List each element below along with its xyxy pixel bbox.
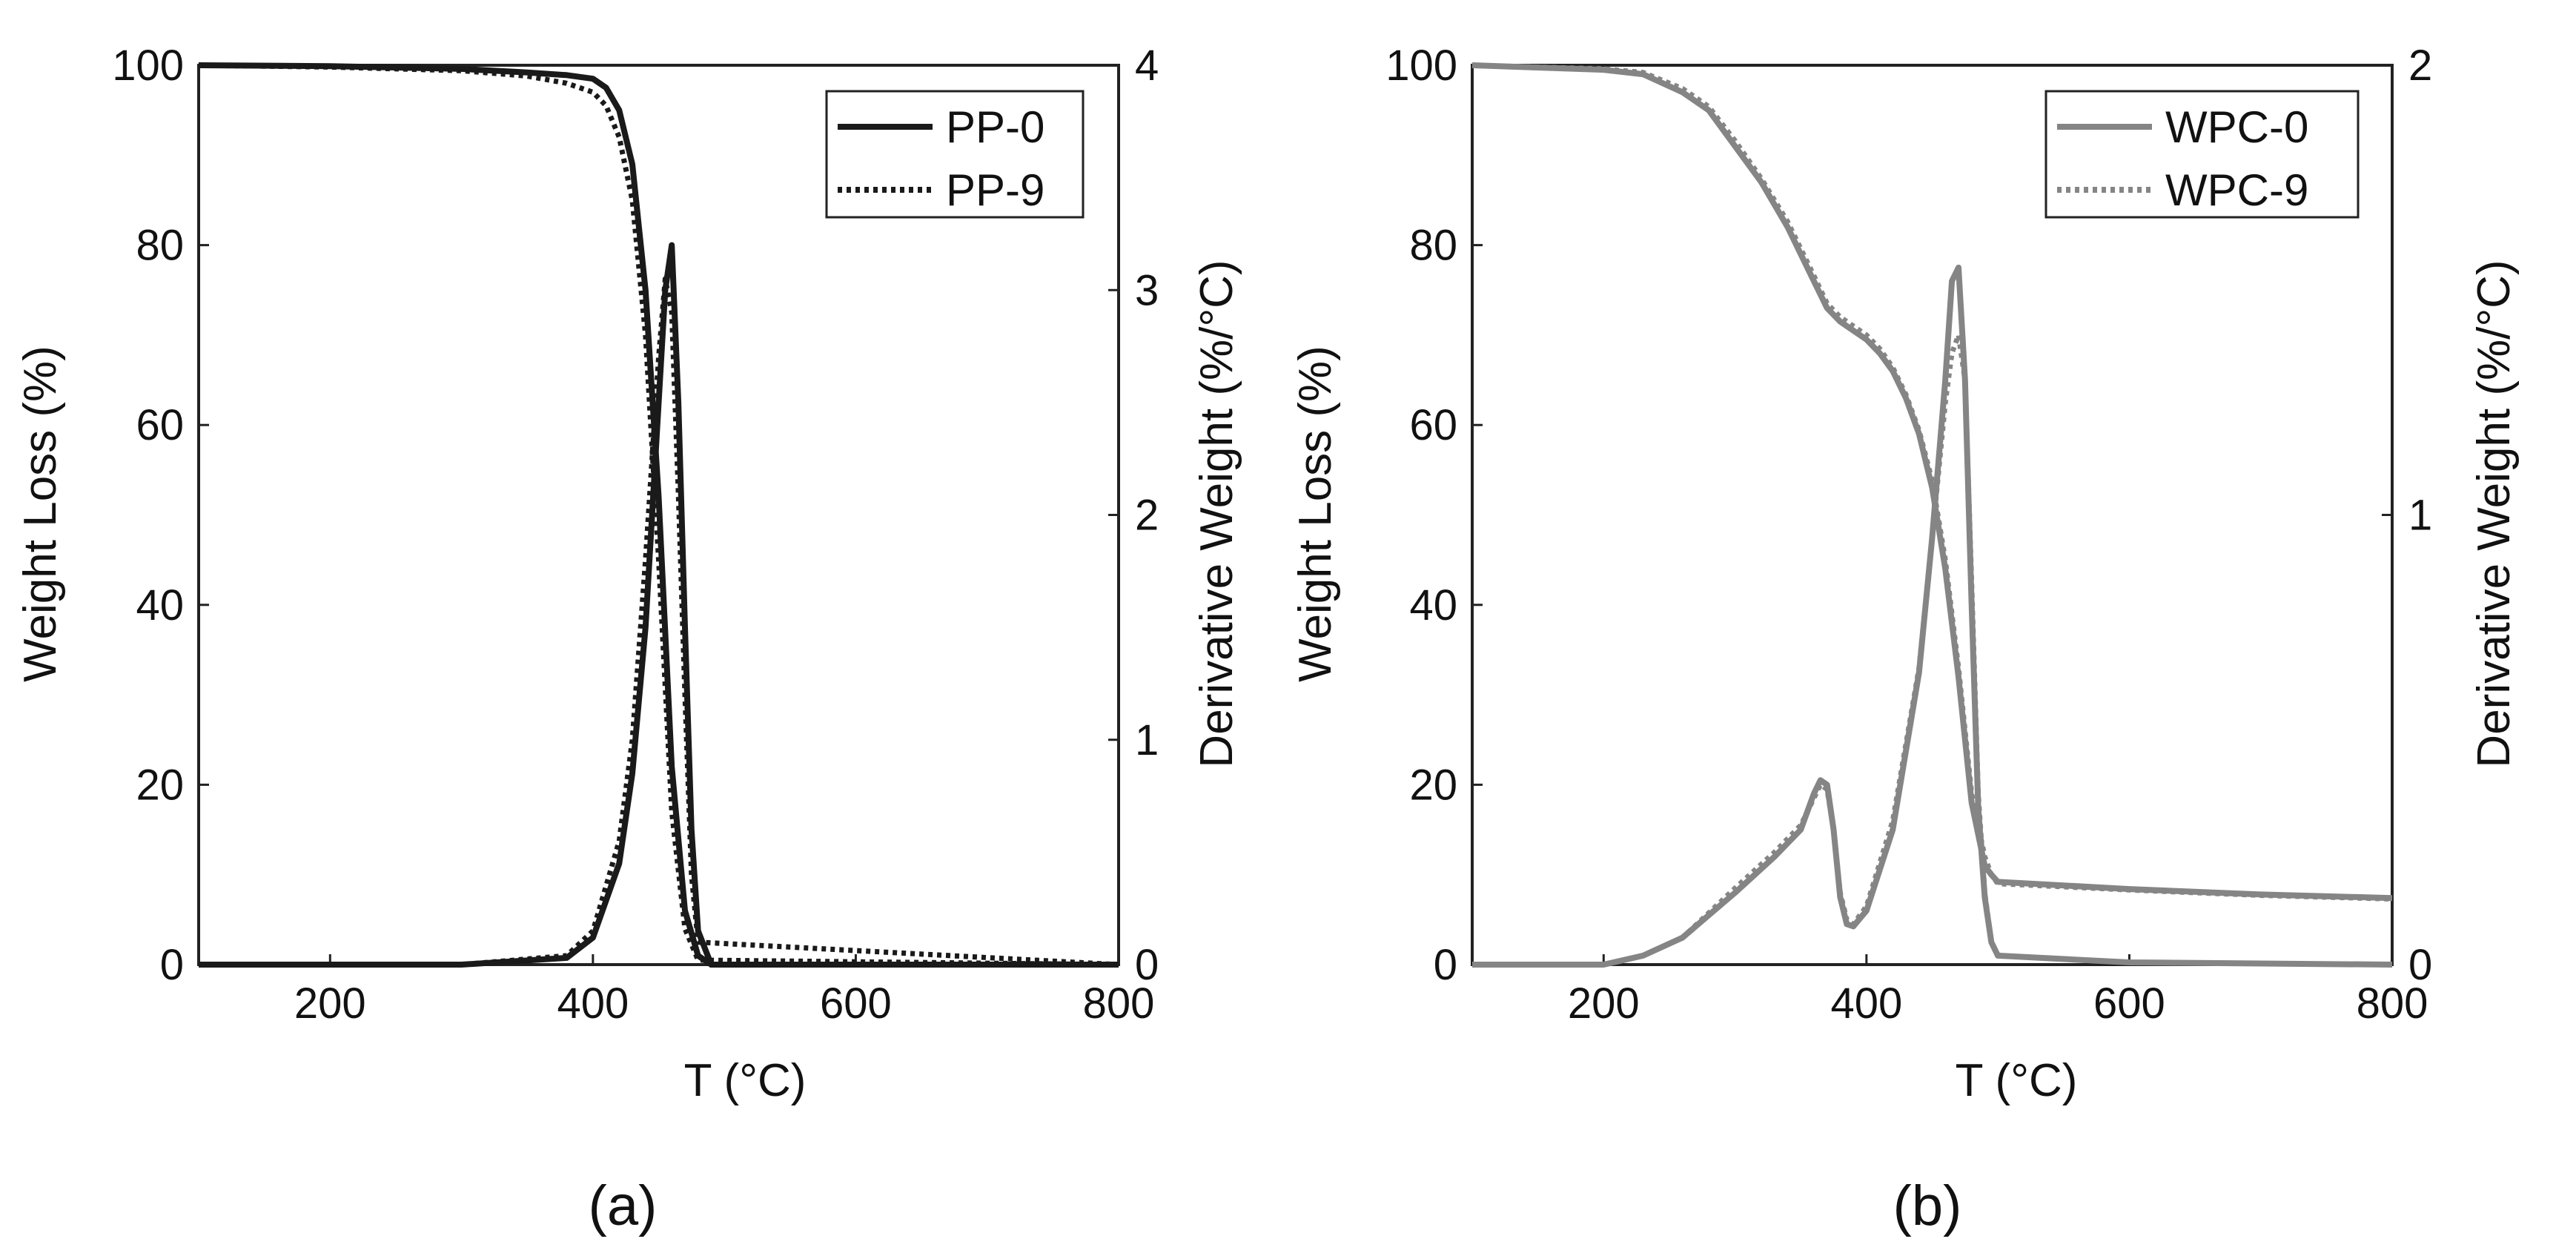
y-left-tick-label-b: 100	[1385, 42, 1457, 90]
y-axis-right-label-b: Derivative Weight (%/°C)	[2469, 260, 2520, 767]
y-axis-left-label-b: Weight Loss (%)	[1290, 346, 1341, 682]
x-tick-label-b: 200	[1568, 979, 1640, 1028]
series-line-wpc-9-left-dotted	[1471, 62, 2393, 902]
series-line-pp-0-left-solid	[198, 62, 1119, 968]
y-right-tick-label-b: 2	[2408, 42, 2432, 90]
y-right-tick-label-a: 0	[1135, 941, 1159, 989]
y-left-tick-label-a: 0	[160, 941, 184, 989]
y-left-tick-label-a: 100	[112, 42, 184, 90]
series-line-wpc-0-right-solid	[1472, 264, 2393, 968]
x-axis-label-b: T (°C)	[1956, 1055, 2078, 1106]
x-tick-label-a: 800	[1083, 979, 1155, 1028]
legend-box-a	[825, 90, 1085, 219]
legend-a: PP-0 PP-9	[825, 90, 1085, 219]
y-left-tick-label-b: 0	[1434, 941, 1457, 989]
legend-b: WPC-0 WPC-9	[2044, 90, 2360, 219]
legend-label-wpc-9: WPC-9	[2165, 165, 2308, 215]
y-left-tick-label-b: 40	[1409, 581, 1457, 629]
y-right-tick-label-a: 4	[1135, 42, 1159, 90]
y-left-tick-label-b: 80	[1409, 222, 1457, 270]
x-tick-label-b: 600	[2093, 979, 2165, 1028]
x-tick-label-a: 600	[820, 979, 892, 1028]
y-right-tick-label-a: 2	[1135, 492, 1159, 540]
panel-label-a: (a)	[589, 1174, 658, 1237]
x-tick-label-b: 800	[2357, 979, 2428, 1028]
legend-label-pp-9: PP-9	[946, 165, 1044, 215]
y-right-tick-label-a: 3	[1135, 266, 1159, 314]
legend-label-pp-0: PP-0	[946, 102, 1044, 152]
y-right-tick-label-a: 1	[1135, 716, 1159, 764]
series-line-pp-0-right-solid	[199, 242, 1119, 968]
y-right-tick-label-b: 0	[2408, 941, 2432, 989]
x-tick-label-b: 400	[1830, 979, 1902, 1028]
y-axis-left-label-a: Weight Loss (%)	[15, 346, 66, 682]
x-tick-label-a: 400	[557, 979, 629, 1028]
series-line-wpc-0-left-solid	[1471, 62, 2393, 902]
y-axis-right-label-a: Derivative Weight (%/°C)	[1191, 260, 1242, 767]
y-left-tick-label-a: 20	[136, 761, 184, 809]
series-b	[1471, 62, 2393, 968]
y-left-tick-label-b: 60	[1409, 401, 1457, 449]
y-left-tick-label-a: 60	[136, 401, 184, 449]
panel-label-b: (b)	[1893, 1174, 1962, 1237]
y-left-tick-label-a: 40	[136, 581, 184, 629]
y-left-tick-label-a: 80	[136, 222, 184, 270]
x-tick-label-a: 200	[294, 979, 366, 1028]
y-right-tick-label-b: 1	[2408, 492, 2432, 540]
y-left-tick-label-b: 20	[1409, 761, 1457, 809]
series-line-pp-9-left-dotted	[198, 62, 1119, 968]
legend-label-wpc-0: WPC-0	[2165, 102, 2308, 152]
x-axis-label-a: T (°C)	[684, 1055, 807, 1106]
series-line-wpc-9-right-dotted	[1472, 332, 2393, 968]
series-a	[198, 62, 1119, 968]
legend-box-b	[2044, 90, 2360, 219]
